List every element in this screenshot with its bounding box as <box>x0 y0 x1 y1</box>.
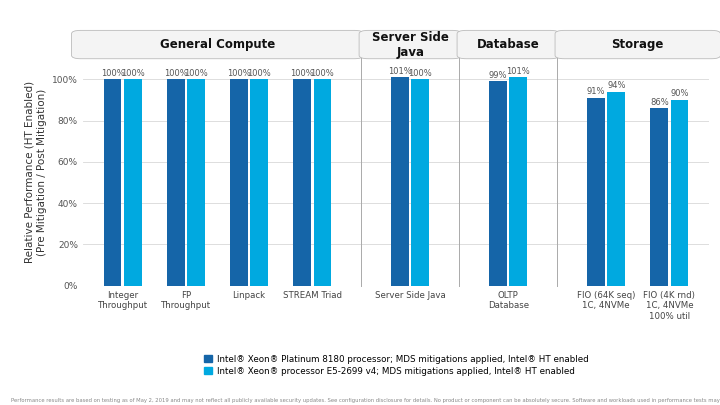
Text: 100%: 100% <box>121 69 145 78</box>
Text: 100%: 100% <box>227 69 251 78</box>
Bar <box>187 79 204 286</box>
FancyBboxPatch shape <box>555 30 720 59</box>
Bar <box>670 100 688 286</box>
Text: 101%: 101% <box>506 67 530 76</box>
Bar <box>313 79 331 286</box>
Text: 90%: 90% <box>670 90 689 98</box>
Text: General Compute: General Compute <box>160 38 275 51</box>
FancyBboxPatch shape <box>359 30 462 59</box>
Bar <box>510 77 527 286</box>
Text: 101%: 101% <box>388 67 412 76</box>
Text: 99%: 99% <box>489 71 508 80</box>
Bar <box>167 79 184 286</box>
Bar <box>391 77 409 286</box>
Text: Storage: Storage <box>611 38 664 51</box>
FancyBboxPatch shape <box>71 30 364 59</box>
Text: 100%: 100% <box>290 69 314 78</box>
Text: 86%: 86% <box>650 98 669 107</box>
Bar <box>230 79 248 286</box>
Bar <box>293 79 311 286</box>
Text: Performance results are based on testing as of May 2, 2019 and may not reflect a: Performance results are based on testing… <box>11 397 720 403</box>
Text: Database: Database <box>477 38 539 51</box>
Bar <box>608 92 625 286</box>
Text: 100%: 100% <box>164 69 188 78</box>
Text: 100%: 100% <box>247 69 271 78</box>
Bar <box>588 98 605 286</box>
Text: Server Side
Java: Server Side Java <box>372 30 449 59</box>
Bar <box>412 79 429 286</box>
Text: 100%: 100% <box>310 69 334 78</box>
Text: 94%: 94% <box>607 81 626 90</box>
Text: 100%: 100% <box>408 69 432 78</box>
Bar <box>124 79 142 286</box>
Bar <box>251 79 268 286</box>
Bar <box>489 81 507 286</box>
Bar <box>104 79 122 286</box>
Text: 91%: 91% <box>587 87 606 96</box>
Y-axis label: Relative Performance (HT Enabled)
(Pre Mitigation / Post Mitigation): Relative Performance (HT Enabled) (Pre M… <box>25 81 47 263</box>
Bar <box>650 108 668 286</box>
Text: 100%: 100% <box>101 69 125 78</box>
Text: 100%: 100% <box>184 69 208 78</box>
Legend: Intel® Xeon® Platinum 8180 processor; MDS mitigations applied, Intel® HT enabled: Intel® Xeon® Platinum 8180 processor; MD… <box>204 354 588 375</box>
FancyBboxPatch shape <box>457 30 559 59</box>
